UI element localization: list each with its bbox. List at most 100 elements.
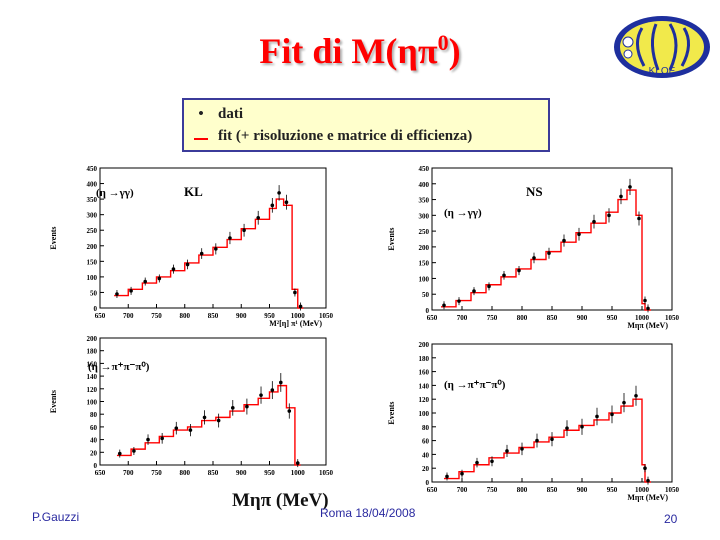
data-point	[256, 215, 260, 220]
x-tick-label: 1050	[319, 312, 334, 320]
slide-title: Fit di M(ηπ0)	[0, 30, 720, 72]
decay-label: (η →γγ)	[96, 187, 134, 199]
chart-kl-gamma-gamma: 650 700 750 800 850 900 950 1000 1050 0 50 100 150 20…	[49, 165, 334, 328]
data-point	[442, 303, 446, 308]
legend-fit-text: fit (+ risoluzione e matrice di efficien…	[218, 128, 473, 144]
x-tick-label: 850	[547, 486, 558, 494]
y-axis-label: Events	[49, 390, 58, 413]
data-point	[279, 380, 283, 385]
fit-line	[116, 384, 301, 466]
data-point	[643, 466, 647, 470]
x-axis-label: M²[η] π¹ (MeV)	[269, 319, 322, 328]
data-point	[532, 256, 536, 260]
plot-frame	[431, 167, 673, 311]
y-tick-label: 150	[419, 260, 430, 268]
x-tick-label: 1000	[291, 312, 306, 320]
data-point	[284, 200, 289, 205]
fit-line-icon	[192, 128, 210, 145]
x-tick-label: 850	[208, 312, 219, 320]
y-tick-label: 50	[90, 289, 98, 297]
data-point	[295, 461, 300, 465]
data-point	[520, 447, 524, 451]
y-tick-label: 0	[94, 462, 98, 470]
y-tick-label: 180	[87, 348, 98, 356]
data-point	[445, 474, 449, 479]
y-tick-label: 60	[90, 424, 98, 432]
data-point	[628, 185, 632, 189]
x-tick-label: 700	[457, 314, 468, 322]
data-point	[202, 415, 207, 420]
y-tick-label: 100	[87, 274, 98, 282]
x-tick-label: 1050	[319, 469, 334, 477]
data-point	[245, 404, 249, 409]
footer-date: Roma 18/04/2008	[320, 506, 416, 520]
data-point	[475, 460, 479, 465]
y-tick-label: 40	[90, 437, 98, 445]
x-tick-label: 1050	[665, 314, 680, 322]
x-axis-label: Mηπ (MeV)	[627, 321, 668, 330]
y-tick-label: 40	[422, 451, 430, 459]
y-tick-label: 200	[419, 341, 430, 349]
y-tick-label: 180	[419, 355, 430, 363]
chart-ns-gamma-gamma: 650 700 750 800 850 900 950 1000 1050 0 50 100 150 20…	[387, 165, 680, 330]
y-tick-label: 20	[422, 465, 430, 473]
data-point	[117, 451, 122, 456]
legend-box: • dati fit (+ risoluzione e matrice di e…	[182, 98, 550, 152]
y-tick-label: 160	[419, 369, 430, 377]
x-tick-label: 750	[151, 469, 162, 477]
data-point	[199, 251, 204, 256]
data-point	[646, 306, 650, 311]
y-tick-label: 450	[419, 165, 430, 173]
y-axis-label: Events	[387, 227, 396, 250]
x-tick-label: 1000	[635, 314, 650, 322]
x-tick-label: 950	[607, 314, 618, 322]
x-tick-label: 650	[427, 314, 438, 322]
data-point	[270, 203, 275, 208]
data-point	[216, 418, 221, 423]
x-tick-label: 1050	[665, 486, 680, 494]
x-tick-label: 750	[151, 312, 162, 320]
y-tick-label: 120	[87, 386, 98, 394]
y-tick-label: 300	[419, 212, 430, 220]
data-point	[550, 437, 554, 442]
footer-page-number: 20	[664, 512, 678, 526]
title-main: Fit di M(ηπ	[259, 31, 438, 71]
footer-author: P.Gauzzi	[32, 510, 80, 524]
data-point	[487, 284, 491, 289]
x-tick-label: 900	[236, 312, 247, 320]
data-point	[174, 426, 179, 430]
data-point	[502, 273, 506, 278]
y-tick-label: 400	[87, 181, 98, 189]
chart-panel-kl-gg: 650 700 750 800 850 900 950 1000 1050 0 50 100 150 20…	[48, 160, 340, 330]
data-point	[619, 194, 623, 199]
data-point	[115, 292, 119, 296]
y-tick-label: 160	[87, 360, 98, 368]
data-point	[287, 409, 292, 413]
sample-label: NS	[526, 184, 543, 199]
fit-line	[444, 398, 651, 483]
data-point	[646, 478, 650, 483]
data-point	[595, 414, 599, 419]
data-point	[188, 428, 193, 432]
data-point	[562, 238, 566, 243]
x-tick-label: 750	[487, 314, 498, 322]
x-tick-label: 650	[95, 469, 106, 477]
y-tick-label: 50	[422, 291, 430, 299]
x-tick-label: 800	[180, 312, 191, 320]
y-tick-label: 250	[87, 227, 98, 235]
data-point	[610, 412, 614, 417]
y-tick-label: 150	[87, 258, 98, 266]
data-point	[622, 400, 626, 405]
x-tick-label: 650	[95, 312, 106, 320]
x-tick-label: 850	[208, 469, 219, 477]
title-close: )	[448, 31, 461, 71]
chart-panel-ns-3pi: 650 700 750 800 850 900 950 1000 1050 0 20 40 60 80 10…	[386, 338, 686, 504]
data-point	[259, 393, 263, 397]
y-tick-label: 100	[419, 410, 430, 418]
data-point	[214, 247, 218, 251]
decay-label: (η →π⁺π⁻π⁰)	[88, 361, 150, 373]
y-tick-label: 0	[426, 307, 430, 315]
y-tick-label: 300	[87, 212, 98, 220]
bottom-x-axis-label: Mηπ (MeV)	[232, 490, 329, 511]
data-point	[637, 216, 641, 221]
